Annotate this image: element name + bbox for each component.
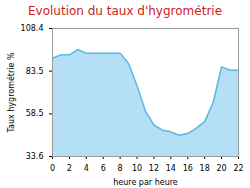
svg-text:33.6: 33.6 [26,152,44,161]
svg-text:10: 10 [132,164,142,173]
svg-text:83.5: 83.5 [26,67,44,76]
svg-text:heure par heure: heure par heure [113,178,178,187]
svg-text:16: 16 [183,164,193,173]
svg-text:6: 6 [101,164,106,173]
svg-text:Taux hygrométrie %: Taux hygrométrie % [6,52,16,134]
svg-text:22: 22 [233,164,243,173]
svg-text:18: 18 [200,164,210,173]
svg-text:4: 4 [84,164,89,173]
svg-text:8: 8 [118,164,123,173]
svg-text:108.4: 108.4 [21,24,44,33]
html-text:Evolution du taux d'hygrométri: Evolution du taux d'hygrométrie [28,4,222,18]
svg-text:14: 14 [166,164,176,173]
svg-text:2: 2 [67,164,72,173]
svg-text:58.5: 58.5 [26,109,44,118]
svg-text:20: 20 [216,164,226,173]
svg-text:12: 12 [149,164,159,173]
svg-text:0: 0 [50,164,55,173]
